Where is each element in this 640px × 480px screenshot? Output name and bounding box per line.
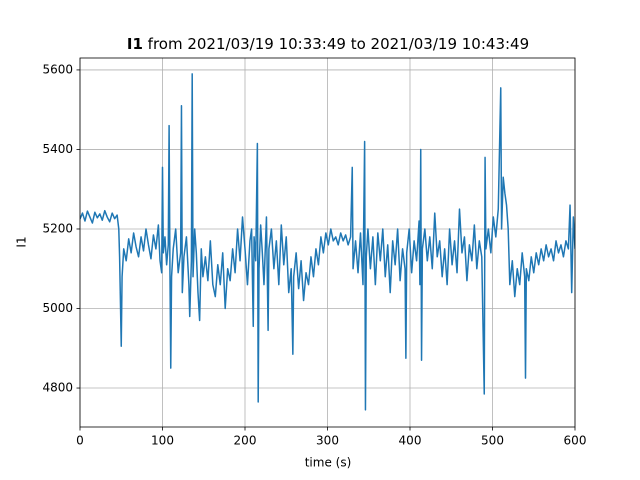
y-tick-label: 5200	[42, 221, 73, 235]
y-tick-label: 5000	[42, 301, 73, 315]
chart-title: I1 from 2021/03/19 10:33:49 to 2021/03/1…	[127, 35, 529, 53]
x-tick-label: 600	[564, 434, 587, 448]
x-tick-label: 500	[481, 434, 504, 448]
y-tick-label: 5600	[42, 62, 73, 76]
x-axis-label: time (s)	[305, 456, 352, 470]
y-tick-label: 4800	[42, 381, 73, 395]
data-line	[80, 73, 575, 411]
x-tick-label: 200	[234, 434, 257, 448]
y-axis-label: I1	[15, 236, 29, 247]
y-tick-label: 5400	[42, 142, 73, 156]
x-tick-label: 100	[151, 434, 174, 448]
x-tick-label: 300	[316, 434, 339, 448]
title-bold: I1	[127, 35, 143, 53]
title-text: from 2021/03/19 10:33:49 to 2021/03/19 1…	[148, 35, 529, 53]
plot-frame	[79, 57, 576, 428]
x-tick-label: 0	[76, 434, 84, 448]
x-tick-label: 400	[399, 434, 422, 448]
